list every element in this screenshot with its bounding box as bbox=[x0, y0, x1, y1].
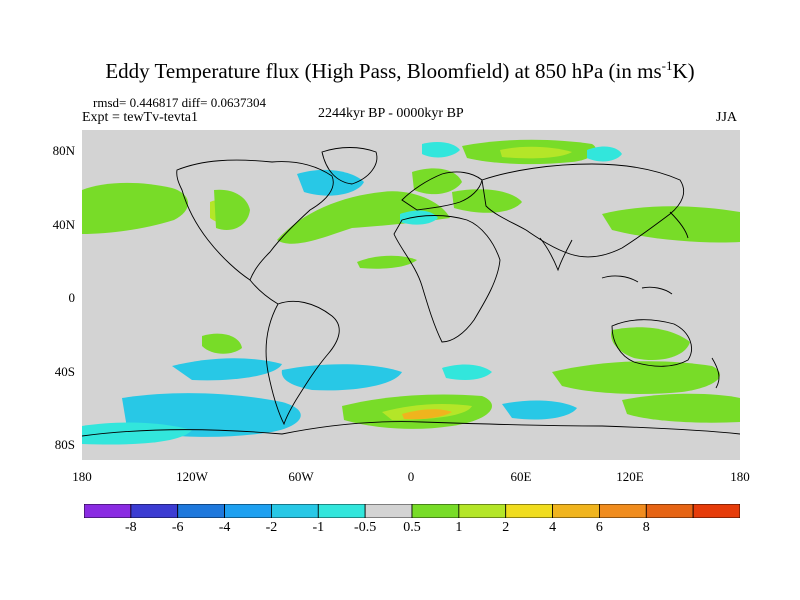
europe-green bbox=[412, 168, 462, 195]
colorbar-label-3: -2 bbox=[265, 520, 278, 535]
coastlines bbox=[82, 147, 740, 437]
colorbar-label-6: 0.5 bbox=[403, 520, 421, 535]
title-end: K) bbox=[672, 59, 695, 83]
south-pacific-cyan bbox=[172, 358, 282, 381]
colorbar-label-2: -4 bbox=[218, 520, 231, 535]
asia-coast bbox=[481, 163, 684, 258]
x-tick-120w: 120W bbox=[176, 469, 208, 484]
greenland-coast bbox=[321, 147, 378, 185]
europe-yellow bbox=[500, 146, 572, 159]
south-america-coast bbox=[265, 300, 340, 426]
south-pacific-green bbox=[202, 333, 242, 354]
colorbar-swatch-3 bbox=[224, 504, 272, 518]
x-tick-180w: 180 bbox=[72, 469, 92, 484]
arctic-canada-cyan bbox=[422, 142, 460, 158]
north-america-green bbox=[214, 189, 250, 230]
south-atlantic-cyan bbox=[281, 364, 402, 391]
x-tick-0: 0 bbox=[407, 469, 415, 484]
y-tick-80s: 80S bbox=[54, 437, 75, 452]
south-pole-cyan bbox=[82, 422, 192, 445]
colorbar-swatch-13 bbox=[692, 504, 740, 518]
y-tick-80n: 80N bbox=[52, 143, 75, 158]
southern-ocean-cyan-east bbox=[502, 400, 577, 420]
north-africa-green bbox=[357, 255, 417, 269]
y-tick-0: 0 bbox=[68, 290, 76, 305]
negative-anomaly-regions bbox=[82, 142, 622, 445]
world-map bbox=[82, 130, 740, 460]
colorbar-label-9: 4 bbox=[549, 520, 557, 535]
se-asia-islands bbox=[601, 275, 673, 295]
new-zealand-coast bbox=[711, 357, 720, 389]
season-label: JJA bbox=[716, 110, 738, 125]
positive-anomaly-regions bbox=[82, 139, 740, 429]
colorbar-swatch-6 bbox=[364, 504, 413, 518]
experiment-label: Expt = tewTv-tevta1 bbox=[82, 110, 198, 125]
x-tick-60e: 60E bbox=[510, 469, 532, 484]
colorbar-label-10: 6 bbox=[595, 520, 603, 535]
south-atlantic-cyan-2 bbox=[442, 364, 492, 380]
colorbar-label-11: 8 bbox=[642, 520, 650, 535]
colorbar-swatch-11 bbox=[599, 504, 647, 518]
colorbar-label-5: -0.5 bbox=[354, 520, 377, 535]
colorbar-label-8: 2 bbox=[502, 520, 510, 535]
colorbar-swatch-0 bbox=[84, 504, 132, 518]
southern-ocean-orange bbox=[402, 409, 452, 420]
siberia-cyan bbox=[587, 146, 622, 162]
hudson-bay-cyan bbox=[297, 169, 364, 196]
x-tick-120e: 120E bbox=[616, 469, 644, 484]
north-america-coast bbox=[176, 159, 334, 281]
colorbar-swatch-7 bbox=[411, 504, 460, 518]
colorbar-swatch-4 bbox=[271, 504, 319, 518]
colorbar-label-7: 1 bbox=[455, 520, 463, 535]
west-pacific-green bbox=[602, 206, 740, 243]
australia-green bbox=[611, 327, 690, 361]
colorbar-label-0: -8 bbox=[125, 520, 137, 535]
colorbar-swatch-2 bbox=[177, 504, 225, 518]
colorbar-swatch-5 bbox=[317, 504, 366, 518]
colorbar-label-1: -6 bbox=[171, 520, 184, 535]
x-tick-180e: 180 bbox=[730, 469, 750, 484]
colorbar-label-4: -1 bbox=[312, 520, 325, 535]
colorbar-swatch-9 bbox=[505, 504, 553, 518]
colorbar-swatch-10 bbox=[552, 504, 600, 518]
y-tick-40n: 40N bbox=[52, 217, 75, 232]
y-tick-40s: 40S bbox=[54, 364, 75, 379]
plot-title: Eddy Temperature flux (High Pass, Bloomf… bbox=[0, 58, 800, 84]
central-asia-green bbox=[452, 189, 522, 213]
north-atlantic-green bbox=[277, 191, 450, 244]
stats-label: rmsd= 0.446817 diff= 0.0637304 bbox=[93, 95, 266, 110]
x-tick-60w: 60W bbox=[288, 469, 314, 484]
colorbar-swatch-12 bbox=[645, 504, 694, 518]
south-indian-green bbox=[552, 361, 721, 394]
north-pacific-green bbox=[82, 182, 189, 234]
central-america-coast bbox=[249, 279, 279, 305]
antarctica-coast bbox=[82, 421, 740, 437]
india-coast bbox=[539, 237, 573, 272]
title-superscript: -1 bbox=[661, 58, 673, 73]
colorbar-swatch-8 bbox=[458, 504, 507, 518]
southern-ocean-green-east bbox=[622, 393, 740, 423]
title-main: Eddy Temperature flux (High Pass, Bloomf… bbox=[105, 59, 662, 83]
japan-coast bbox=[669, 211, 689, 239]
australia-coast bbox=[611, 319, 692, 367]
colorbar bbox=[84, 504, 740, 518]
europe-cyan bbox=[400, 210, 438, 225]
africa-coast bbox=[393, 215, 501, 343]
colorbar-swatch-1 bbox=[130, 504, 179, 518]
period-label: 2244kyr BP - 0000kyr BP bbox=[318, 106, 464, 121]
